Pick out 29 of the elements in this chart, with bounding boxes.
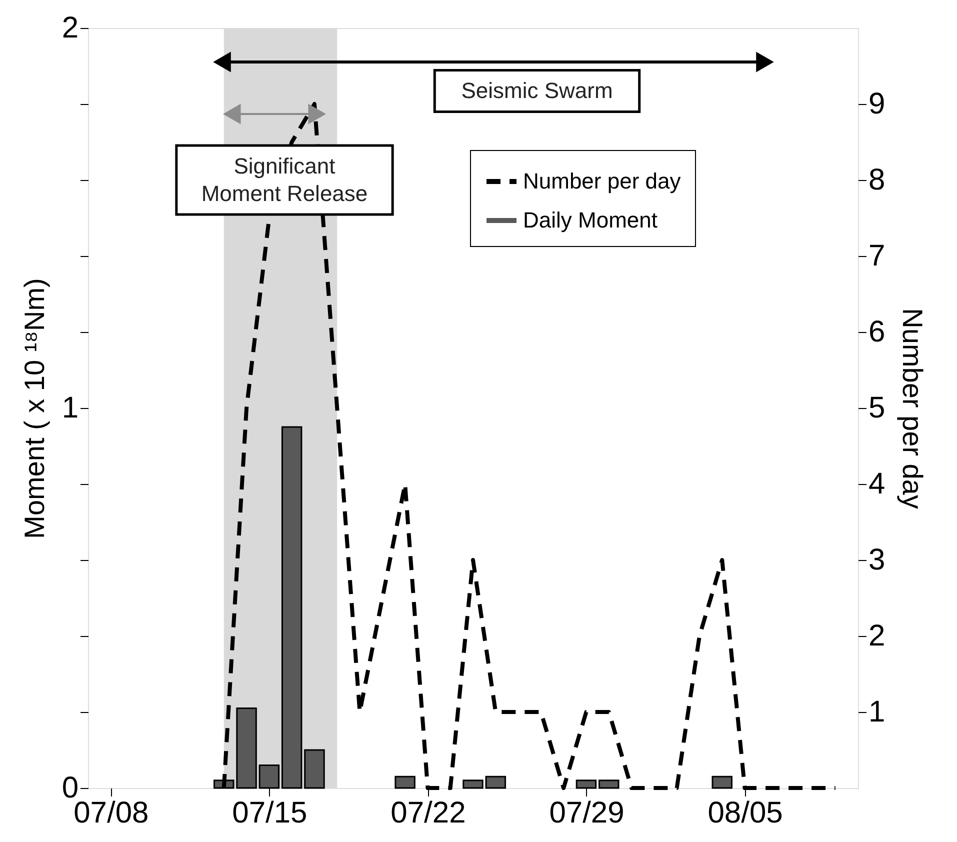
y-tick-label: 2 — [62, 12, 78, 44]
bar — [485, 776, 506, 789]
y2-tick-label: 9 — [868, 88, 886, 120]
x-tick-label: 08/05 — [708, 796, 783, 830]
legend-label: Daily Moment — [523, 208, 658, 232]
bar — [304, 749, 325, 789]
x-tick-label: 07/08 — [74, 796, 149, 830]
y2-tick-label: 1 — [868, 696, 886, 728]
y2-tick-label: 8 — [868, 164, 886, 196]
y2-tick-label: 7 — [868, 240, 886, 272]
y2-tick-label: 6 — [868, 316, 886, 348]
y-tick-label: 1 — [62, 392, 78, 424]
legend-label: Number per day — [523, 168, 681, 194]
y-axis-title: Moment ( x 10 ¹⁸Nm) — [18, 278, 50, 539]
band-label: Significant Moment Release — [201, 153, 368, 206]
bar — [462, 780, 484, 789]
bar — [281, 426, 302, 789]
y2-tick-label: 5 — [868, 392, 886, 424]
y2-tick-label: 2 — [868, 620, 886, 652]
bar — [394, 776, 416, 789]
bar — [712, 776, 732, 789]
annotation: Seismic Swarm — [461, 78, 613, 103]
x-tick-label: 07/15 — [232, 796, 308, 830]
y2-tick-label: 4 — [868, 468, 886, 500]
y2-axis-title: Number per day — [897, 308, 928, 509]
x-tick-label: 07/29 — [549, 796, 624, 830]
bar — [598, 780, 620, 789]
x-tick-label: 07/22 — [390, 796, 466, 830]
y2-tick-label: 3 — [868, 544, 886, 576]
